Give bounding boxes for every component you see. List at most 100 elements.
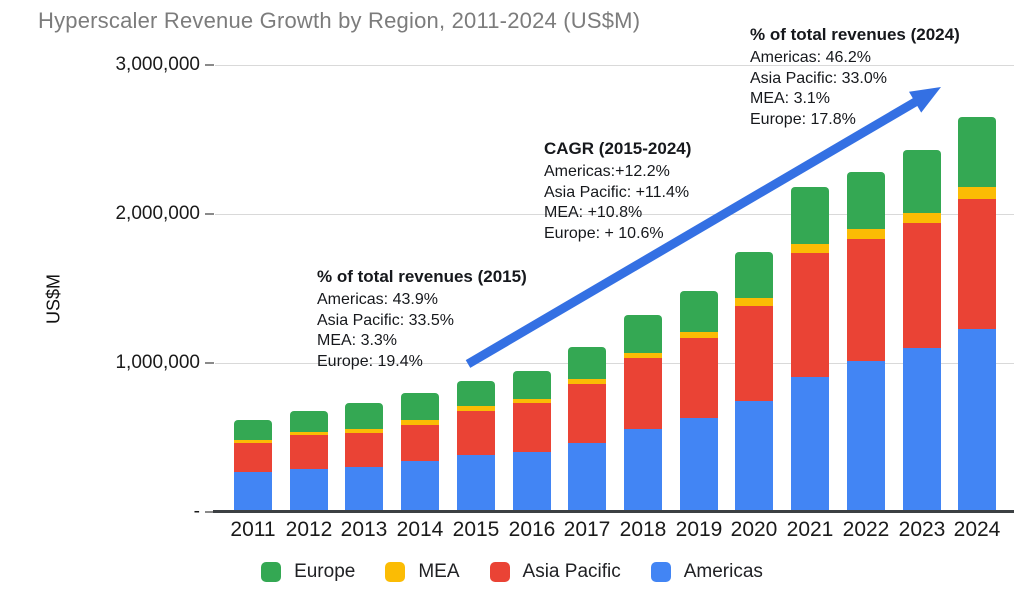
x-tick-label: 2022 bbox=[842, 518, 890, 541]
x-tick-label: 2024 bbox=[953, 518, 1001, 541]
bar-segment-asia-pacific bbox=[624, 358, 662, 429]
annotation-heading: CAGR (2015-2024) bbox=[544, 139, 692, 158]
legend-swatch-europe bbox=[261, 562, 282, 582]
bar-segment-asia-pacific bbox=[513, 403, 551, 452]
x-tick-label: 2012 bbox=[285, 518, 333, 541]
bar-segment-mea bbox=[457, 406, 495, 411]
bar-segment-europe bbox=[457, 381, 495, 406]
bar-segment-americas bbox=[290, 469, 328, 512]
y-tick-mark bbox=[205, 362, 214, 364]
bar-segment-mea bbox=[791, 244, 829, 253]
bar-segment-americas bbox=[847, 361, 885, 512]
bar-segment-americas bbox=[568, 443, 606, 512]
x-tick-label: 2021 bbox=[786, 518, 834, 541]
bar-segment-mea bbox=[290, 432, 328, 435]
annotation-line: MEA: 3.1% bbox=[750, 90, 831, 107]
legend-label-europe: Europe bbox=[294, 561, 356, 582]
bar-segment-mea bbox=[624, 353, 662, 358]
bar-segment-asia-pacific bbox=[345, 433, 383, 467]
annotation-line: Asia Pacific: 33.5% bbox=[317, 311, 454, 329]
x-tick-label: 2019 bbox=[675, 518, 723, 541]
legend-item-americas: Americas bbox=[650, 561, 763, 583]
bar-segment-mea bbox=[680, 332, 718, 338]
bar-segment-asia-pacific bbox=[457, 411, 495, 455]
y-tick-label: 1,000,000 bbox=[115, 352, 200, 373]
bar-segment-americas bbox=[624, 429, 662, 512]
bar-segment-americas bbox=[903, 348, 941, 512]
x-tick-label: 2016 bbox=[508, 518, 556, 541]
legend-label-americas: Americas bbox=[683, 561, 763, 582]
bar-segment-europe bbox=[791, 187, 829, 244]
x-axis-line bbox=[213, 510, 1014, 513]
annotation-cagr: CAGR (2015-2024) Americas:+12.2% Asia Pa… bbox=[544, 138, 691, 244]
x-tick-label: 2011 bbox=[230, 518, 276, 541]
bar-segment-americas bbox=[401, 461, 439, 512]
bar-segment-asia-pacific bbox=[401, 425, 439, 461]
legend-item-mea: MEA bbox=[385, 561, 460, 583]
bar-segment-asia-pacific bbox=[680, 338, 718, 418]
x-tick-label: 2023 bbox=[898, 518, 946, 541]
bar-segment-americas bbox=[958, 329, 996, 512]
bar-segment-asia-pacific bbox=[847, 239, 885, 361]
legend-item-asia-pacific: Asia Pacific bbox=[489, 561, 621, 583]
annotation-pct-2015: % of total revenues (2015) Americas: 43.… bbox=[317, 266, 527, 372]
bar-segment-americas bbox=[680, 418, 718, 512]
y-axis-title: US$M bbox=[43, 273, 64, 325]
bar-segment-europe bbox=[234, 420, 272, 440]
annotation-line: Europe: 19.4% bbox=[317, 352, 423, 370]
legend-swatch-americas bbox=[650, 562, 671, 582]
x-tick-label: 2015 bbox=[452, 518, 500, 541]
bar-segment-americas bbox=[791, 377, 829, 512]
bar-segment-europe bbox=[903, 150, 941, 213]
bar-segment-americas bbox=[513, 452, 551, 512]
annotation-line: MEA: +10.8% bbox=[544, 204, 643, 221]
bar-segment-asia-pacific bbox=[903, 223, 941, 348]
annotation-line: Americas: 46.2% bbox=[750, 49, 871, 66]
bar-segment-americas bbox=[345, 467, 383, 512]
gridline bbox=[215, 64, 1014, 66]
bar-segment-europe bbox=[958, 117, 996, 187]
x-tick-label: 2013 bbox=[340, 518, 388, 541]
bar-segment-asia-pacific bbox=[791, 253, 829, 377]
bar-segment-mea bbox=[234, 440, 272, 443]
bar-segment-asia-pacific bbox=[958, 199, 996, 329]
bar-segment-europe bbox=[401, 393, 439, 420]
y-tick-mark bbox=[205, 511, 214, 513]
annotation-heading: % of total revenues (2024) bbox=[750, 25, 960, 44]
bar-segment-mea bbox=[903, 213, 941, 223]
bar-segment-europe bbox=[345, 403, 383, 429]
legend: Europe MEA Asia Pacific Americas bbox=[0, 561, 1024, 583]
annotation-line: Americas:+12.2% bbox=[544, 163, 670, 180]
y-tick-label: 2,000,000 bbox=[115, 203, 200, 224]
bar-segment-mea bbox=[345, 429, 383, 433]
bar-segment-mea bbox=[958, 187, 996, 199]
annotation-line: Asia Pacific: 33.0% bbox=[750, 69, 887, 87]
bar-segment-asia-pacific bbox=[290, 435, 328, 469]
legend-item-europe: Europe bbox=[261, 561, 355, 583]
bar-segment-americas bbox=[735, 401, 773, 512]
bar-segment-asia-pacific bbox=[735, 306, 773, 401]
bar-segment-europe bbox=[847, 172, 885, 229]
bar-segment-europe bbox=[735, 252, 773, 298]
annotation-line: Asia Pacific: +11.4% bbox=[544, 183, 690, 201]
x-tick-label: 2017 bbox=[563, 518, 611, 541]
annotation-pct-2024: % of total revenues (2024) Americas: 46.… bbox=[750, 24, 960, 130]
legend-swatch-mea bbox=[385, 562, 406, 582]
legend-swatch-asia-pacific bbox=[489, 562, 510, 582]
bar-segment-europe bbox=[290, 411, 328, 432]
bar-segment-europe bbox=[568, 347, 606, 379]
bar-segment-asia-pacific bbox=[568, 384, 606, 443]
annotation-line: Americas: 43.9% bbox=[317, 291, 438, 308]
annotation-heading: % of total revenues (2015) bbox=[317, 267, 527, 286]
bar-segment-mea bbox=[513, 399, 551, 403]
bar-segment-asia-pacific bbox=[234, 443, 272, 472]
bar-segment-europe bbox=[624, 315, 662, 353]
bar-segment-mea bbox=[568, 379, 606, 384]
bar-segment-americas bbox=[234, 472, 272, 512]
annotation-line: MEA: 3.3% bbox=[317, 332, 398, 349]
x-tick-label: 2020 bbox=[730, 518, 778, 541]
bar-segment-mea bbox=[847, 229, 885, 239]
annotation-line: Europe: 17.8% bbox=[750, 110, 856, 128]
bar-segment-europe bbox=[513, 371, 551, 399]
